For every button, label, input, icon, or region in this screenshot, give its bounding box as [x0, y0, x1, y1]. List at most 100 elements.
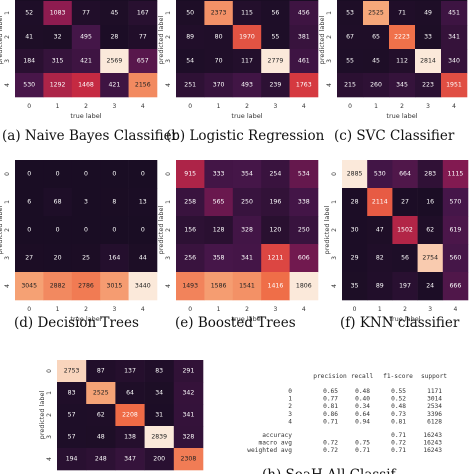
y-tick-label: 2 [165, 35, 172, 39]
heatmap-cell [173, 382, 204, 405]
cell-value-label: 328 [182, 434, 194, 441]
heatmap-cell [204, 0, 234, 2]
report-value: 1171 [427, 388, 442, 395]
heatmap-cell [415, 0, 442, 2]
heatmap-cell [363, 0, 390, 2]
heatmap-cell [144, 404, 175, 427]
heatmap-cell [442, 272, 469, 301]
cell-value-label: 27 [25, 255, 33, 262]
heatmap-cell [43, 73, 73, 98]
cell-value-label: 52 [25, 10, 33, 17]
cell-value-label: 291 [182, 368, 194, 375]
cell-value-label: 493 [241, 82, 253, 89]
heatmap-cell [389, 73, 416, 98]
report-value: 0.81 [323, 403, 338, 410]
cell-value-label: 25 [82, 255, 90, 262]
cell-value-label: 570 [449, 199, 461, 206]
cell-value-label: 1468 [78, 82, 94, 89]
cell-value-label: 82 [376, 255, 384, 262]
heatmap-cell [204, 49, 234, 74]
heatmap-cell [415, 73, 442, 98]
report-value: 0.48 [391, 403, 406, 410]
confusion-matrix-panel-4: 915 333 354 254 534 258 565 250 196 338 156 128 328 1… [157, 160, 319, 331]
heatmap-cell [43, 216, 73, 245]
y-tick-label: 2 [4, 35, 11, 39]
y-tick-label: 0 [331, 172, 338, 176]
heatmap-cell [71, 272, 101, 301]
heatmap-cell [204, 25, 234, 50]
heatmap-cell [417, 216, 444, 245]
cell-value-label: 24 [426, 283, 434, 290]
report-header: precision [313, 373, 347, 380]
x-tick-label: 0 [188, 103, 192, 110]
report-row-label: 1 [288, 396, 292, 403]
heatmap-cell [289, 244, 319, 273]
heatmap-cell [261, 1, 290, 26]
cell-value-label: 83 [68, 390, 76, 397]
cell-value-label: 67 [346, 34, 354, 41]
heatmap-cell [128, 160, 158, 189]
cell-value-label: 1806 [296, 283, 312, 290]
heatmap-cell [128, 25, 158, 50]
x-tick-label: 3 [112, 306, 116, 313]
x-tick-label: 1 [374, 103, 378, 110]
cell-value-label: 657 [137, 58, 149, 65]
y-axis-label: predicted label [0, 15, 4, 64]
y-tick-label: 2 [331, 228, 338, 232]
heatmap-cell [173, 448, 204, 471]
cell-value-label: 1541 [239, 283, 255, 290]
heatmap-cell [100, 216, 129, 245]
heatmap-cell [176, 49, 205, 74]
x-tick-label: 0 [188, 306, 192, 313]
cell-value-label: 1493 [182, 283, 198, 290]
cell-value-label: 83 [155, 368, 163, 375]
report-row-label: 0 [288, 388, 292, 395]
cell-value-label: 115 [241, 10, 253, 17]
cell-value-label: 223 [422, 82, 434, 89]
y-tick-label: 2 [4, 228, 11, 232]
cell-value-label: 128 [213, 227, 225, 234]
cell-value-label: 341 [241, 255, 253, 262]
cell-value-label: 89 [376, 283, 384, 290]
x-tick-label: 0 [27, 103, 31, 110]
y-tick-label: 3 [165, 256, 172, 260]
panel-caption: (f) KNN classifier [340, 315, 460, 331]
cell-value-label: 184 [23, 58, 35, 65]
heatmap-cell [15, 1, 44, 26]
heatmap-cell [367, 216, 393, 245]
cell-value-label: 71 [398, 10, 406, 17]
heatmap-cell [289, 0, 319, 2]
heatmap-cell [176, 216, 205, 245]
x-tick-label: 0 [353, 306, 357, 313]
cell-value-label: 451 [448, 10, 460, 17]
x-tick-label: 4 [302, 306, 306, 313]
heatmap-cell [176, 272, 205, 301]
heatmap-cell [363, 1, 390, 26]
report-value: 16243 [423, 440, 442, 447]
cell-value-label: 200 [153, 456, 165, 463]
x-tick-label: 4 [141, 103, 145, 110]
x-tick-label: 3 [426, 103, 430, 110]
cell-value-label: 87 [97, 368, 105, 375]
x-axis-label: true label [231, 112, 262, 120]
heatmap-cell [442, 188, 469, 217]
heatmap-cell [43, 160, 73, 189]
heatmap-cell [363, 73, 390, 98]
x-tick-label: 4 [302, 103, 306, 110]
report-value: 0.34 [355, 403, 370, 410]
cell-value-label: 354 [241, 171, 253, 178]
cell-value-label: 338 [298, 199, 310, 206]
report-value: 0.71 [323, 418, 338, 425]
heatmap-cell [261, 244, 290, 273]
heatmap-cell [232, 160, 262, 189]
heatmap-cell [144, 426, 175, 449]
heatmap-cell [261, 0, 290, 2]
cell-value-label: 77 [82, 10, 90, 17]
heatmap-cell [289, 188, 319, 217]
heatmap-cell [367, 188, 393, 217]
heatmap-cell [289, 49, 319, 74]
panel-caption: (b) Logistic Regression [166, 128, 325, 144]
heatmap-cell [392, 188, 418, 217]
heatmap-cell [441, 0, 468, 2]
